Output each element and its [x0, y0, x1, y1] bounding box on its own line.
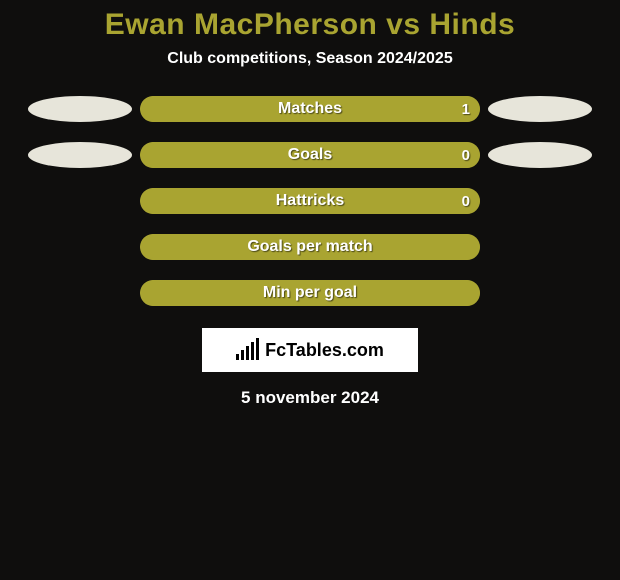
left-marker-slot — [20, 142, 140, 168]
date-text: 5 november 2024 — [0, 388, 620, 408]
right-ellipse-icon — [488, 96, 592, 122]
bar-chart-icon-bar — [241, 350, 244, 360]
stat-bar-value-right: 1 — [462, 96, 470, 122]
stat-bar-value-right: 0 — [462, 188, 470, 214]
brand-box: FcTables.com — [202, 328, 418, 372]
bar-chart-icon-bar — [246, 346, 249, 360]
stat-row-min-per-goal: Min per goal — [0, 280, 620, 306]
right-ellipse-icon — [488, 142, 592, 168]
stat-bar-hattricks: Hattricks0 — [140, 188, 480, 214]
page-title: Ewan MacPherson vs Hinds — [0, 0, 620, 42]
stat-bar-label: Matches — [140, 96, 480, 122]
bar-chart-icon-bar — [251, 342, 254, 360]
stat-bar-label: Goals — [140, 142, 480, 168]
stat-bar-matches: Matches1 — [140, 96, 480, 122]
stat-row-goals: Goals0 — [0, 142, 620, 168]
stat-row-matches: Matches1 — [0, 96, 620, 122]
stat-bar-label: Min per goal — [140, 280, 480, 306]
stat-row-goals-per-match: Goals per match — [0, 234, 620, 260]
stat-rows: Matches1Goals0Hattricks0Goals per matchM… — [0, 96, 620, 306]
left-ellipse-icon — [28, 96, 132, 122]
left-ellipse-icon — [28, 142, 132, 168]
bar-chart-icon-bar — [236, 354, 239, 360]
stat-bar-label: Hattricks — [140, 188, 480, 214]
stat-bar-goals-per-match: Goals per match — [140, 234, 480, 260]
stat-bar-min-per-goal: Min per goal — [140, 280, 480, 306]
right-marker-slot — [480, 142, 600, 168]
stat-bar-label: Goals per match — [140, 234, 480, 260]
infographic-root: Ewan MacPherson vs Hinds Club competitio… — [0, 0, 620, 580]
bar-chart-icon-bar — [256, 338, 259, 360]
stat-bar-goals: Goals0 — [140, 142, 480, 168]
right-marker-slot — [480, 96, 600, 122]
subtitle: Club competitions, Season 2024/2025 — [0, 50, 620, 68]
stat-row-hattricks: Hattricks0 — [0, 188, 620, 214]
brand-text: FcTables.com — [265, 340, 384, 361]
left-marker-slot — [20, 96, 140, 122]
stat-bar-value-right: 0 — [462, 142, 470, 168]
bar-chart-icon — [236, 340, 259, 360]
